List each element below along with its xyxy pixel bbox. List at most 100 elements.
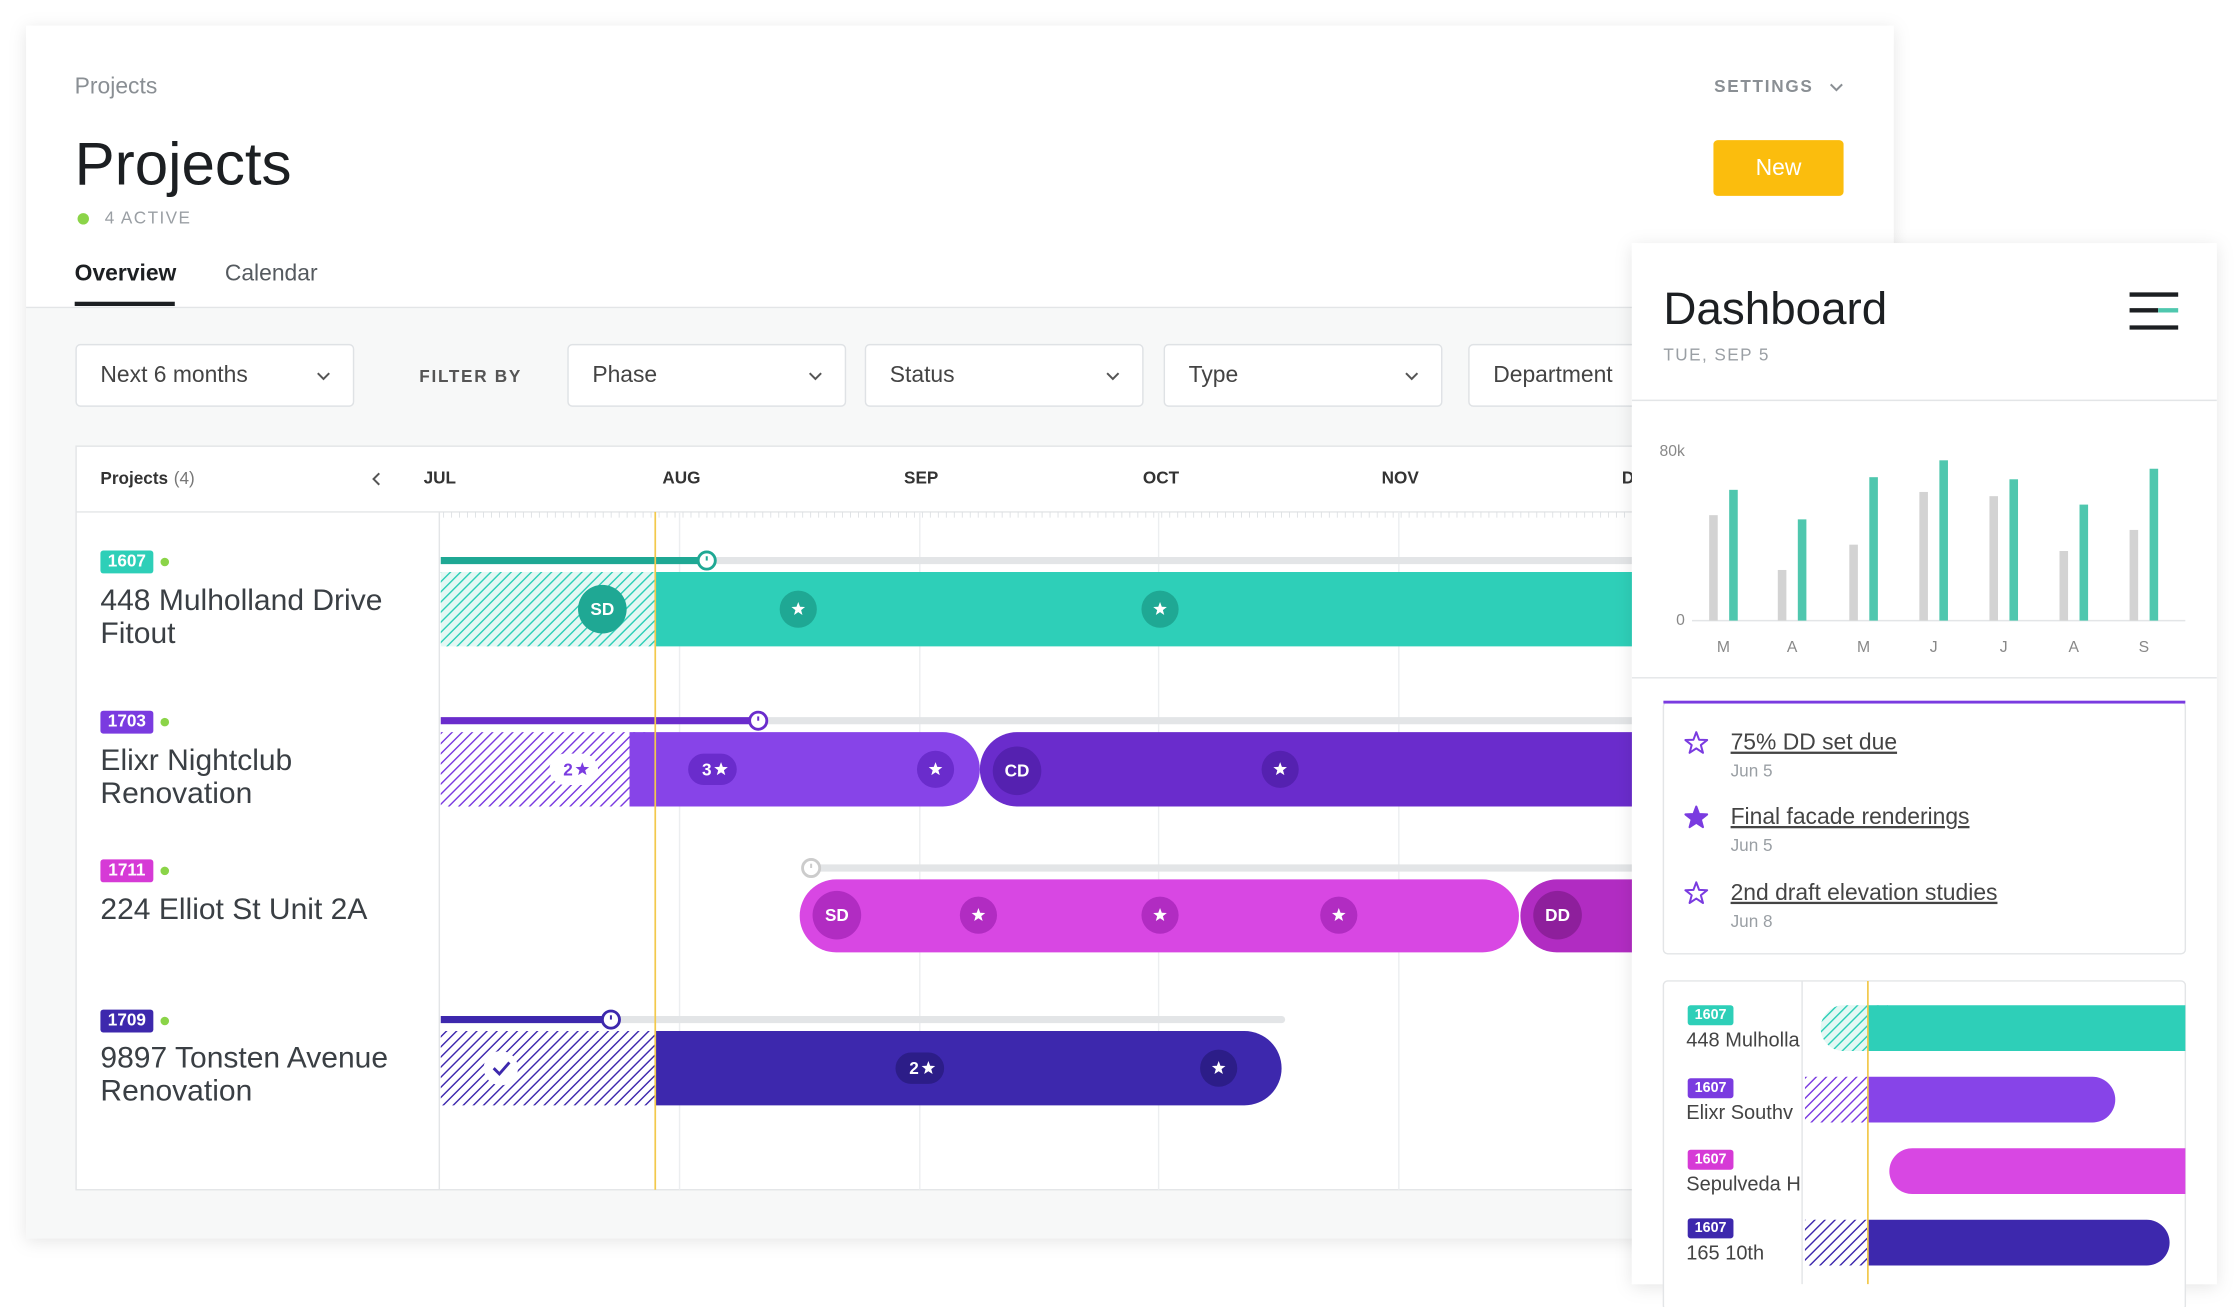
phase-label: SD — [590, 599, 614, 619]
dropdown-label[interactable]: Phase — [592, 361, 657, 387]
phase-bar — [1867, 1219, 2170, 1266]
settings-menu[interactable]: SETTINGS — [1714, 76, 1813, 96]
bar — [1777, 569, 1787, 621]
project-badge — [100, 710, 154, 734]
new-button-label[interactable]: New — [1756, 154, 1802, 180]
project-name[interactable]: Renovation — [100, 1074, 252, 1107]
project-id: 1607 — [1695, 1220, 1727, 1236]
star-icon — [1684, 805, 1709, 829]
star-icon — [1684, 731, 1709, 754]
star-icon — [1273, 762, 1287, 776]
header-label: Projects — [100, 468, 168, 488]
project-id: 1607 — [1695, 1007, 1727, 1023]
count-label: 2 — [563, 759, 573, 779]
milestone-link[interactable]: Final facade renderings — [1731, 803, 1970, 829]
count-label: 3 — [702, 759, 712, 779]
header-count: (4) — [174, 468, 195, 488]
done-circle — [483, 1051, 518, 1086]
count-pill — [895, 1052, 945, 1084]
month-label: SEP — [904, 468, 938, 488]
phase-bar — [1867, 1076, 2116, 1123]
phase-bar — [1889, 1148, 2186, 1195]
bar — [2149, 468, 2159, 621]
y-tick-label: 80k — [1659, 443, 1684, 460]
dropdown[interactable] — [864, 343, 1144, 407]
project-id: 1607 — [1695, 1151, 1727, 1167]
project-badge — [1687, 1218, 1734, 1239]
y-tick-label: 0 — [1676, 612, 1685, 629]
count-pill — [549, 753, 599, 786]
bar — [1849, 544, 1858, 621]
project-name[interactable]: 224 Elliot St Unit 2A — [100, 893, 367, 926]
phase-bar — [1804, 1219, 1868, 1266]
star-icon — [1684, 881, 1709, 904]
x-tick-label: S — [2139, 639, 2149, 656]
star-icon — [575, 762, 590, 776]
dropdown-label[interactable]: Status — [890, 361, 955, 387]
phase-label: CD — [1005, 761, 1030, 781]
dropdown[interactable] — [75, 343, 355, 407]
star-icon — [1153, 908, 1167, 921]
phase-bar — [1867, 1005, 2186, 1052]
phase-circle — [992, 746, 1042, 796]
milestone-date: Jun 8 — [1731, 911, 1773, 931]
chevron — [808, 372, 822, 381]
x-tick-label: M — [1857, 639, 1870, 656]
project-name[interactable]: Fitout — [100, 617, 176, 650]
project-name[interactable]: 9897 Tonsten Avenue — [100, 1042, 388, 1075]
bar — [1797, 519, 1807, 621]
project-id: 1709 — [108, 1010, 146, 1030]
phase-label: SD — [825, 905, 849, 925]
milestone-link[interactable]: 2nd draft elevation studies — [1731, 879, 1998, 905]
star-icon — [714, 762, 728, 776]
bar — [2059, 551, 2069, 621]
bar — [1919, 491, 1928, 621]
project-badge — [1687, 1149, 1734, 1170]
milestone-link[interactable]: 75% DD set due — [1731, 729, 1897, 755]
dropdown-label[interactable]: Department — [1493, 361, 1613, 387]
project-name[interactable]: 448 Mulholla — [1686, 1029, 1800, 1051]
project-name[interactable]: 165 10th — [1686, 1242, 1764, 1264]
bar — [1729, 489, 1738, 621]
chevron — [1106, 372, 1120, 381]
dropdown-label[interactable]: Type — [1189, 361, 1239, 387]
dropdown[interactable] — [1163, 343, 1443, 407]
count-label: 2 — [909, 1058, 919, 1078]
star-icon — [1331, 908, 1346, 921]
bar — [1939, 460, 1948, 621]
project-name[interactable]: Renovation — [100, 777, 252, 810]
breadcrumb[interactable]: Projects — [75, 72, 158, 98]
dropdown-label[interactable]: Next 6 months — [100, 361, 247, 387]
mini-names: 1607 448 Mulholla 1607 Elixr Southv 1607 Sepu… — [1686, 1005, 1801, 1264]
x-tick-label: M — [1717, 639, 1730, 656]
bar — [1869, 477, 1878, 621]
bar — [2079, 504, 2089, 621]
phase-label: DD — [1545, 905, 1570, 925]
dropdown[interactable] — [567, 343, 847, 407]
project-name[interactable]: Elixr Southv — [1686, 1102, 1793, 1124]
active-dot — [160, 866, 170, 876]
project-badge — [100, 1009, 154, 1033]
project-name[interactable]: Elixr Nightclub — [100, 744, 292, 777]
filter-label: FILTER BY — [419, 366, 522, 386]
check-icon — [492, 1061, 511, 1077]
project-badge — [1687, 1078, 1734, 1099]
mini-bars — [1804, 1005, 2186, 1266]
progress-marker — [696, 550, 717, 571]
phase-bar — [979, 732, 1660, 807]
project-name[interactable]: 448 Mulholland Drive — [100, 584, 382, 617]
star-icon — [921, 1061, 936, 1074]
project-id: 1703 — [108, 711, 146, 731]
new-button[interactable] — [1713, 140, 1844, 196]
tab-calendar[interactable]: Calendar — [225, 260, 318, 286]
x-tick-label: A — [2069, 639, 2080, 656]
chevron — [1405, 372, 1419, 381]
tab-overview[interactable]: Overview — [75, 260, 177, 286]
star-icon — [791, 602, 806, 615]
month-label: NOV — [1382, 468, 1420, 488]
active-dot — [160, 717, 170, 727]
project-name[interactable]: Sepulveda H — [1686, 1174, 1801, 1196]
active-dot — [160, 557, 170, 567]
x-tick-label: A — [1787, 639, 1798, 656]
